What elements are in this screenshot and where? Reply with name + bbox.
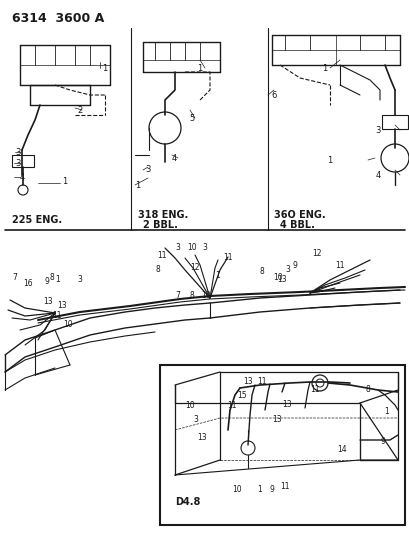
Text: 12: 12 <box>190 262 199 271</box>
Text: 13: 13 <box>43 297 53 306</box>
Text: 11: 11 <box>52 311 62 319</box>
Text: 8: 8 <box>189 290 194 300</box>
Text: 36O ENG.: 36O ENG. <box>273 210 325 220</box>
Text: 8: 8 <box>365 385 369 394</box>
Text: 6314  3600 A: 6314 3600 A <box>12 12 104 25</box>
Text: 10: 10 <box>63 320 73 329</box>
Text: 3: 3 <box>175 244 180 253</box>
Bar <box>381 115 407 129</box>
Text: 10: 10 <box>185 401 194 410</box>
Text: 14: 14 <box>336 446 346 455</box>
Text: 4: 4 <box>375 171 380 180</box>
Text: 11: 11 <box>157 252 166 261</box>
Text: 225 ENG.: 225 ENG. <box>12 215 62 225</box>
Text: 8: 8 <box>49 272 54 281</box>
Text: 8: 8 <box>259 268 264 277</box>
Text: 10: 10 <box>187 244 196 253</box>
Text: 10: 10 <box>231 486 241 495</box>
Text: 1: 1 <box>321 63 327 72</box>
Text: 13: 13 <box>276 276 286 285</box>
Text: 13: 13 <box>57 301 67 310</box>
Bar <box>12 155 34 167</box>
Text: 4 BBL.: 4 BBL. <box>279 220 314 230</box>
Text: 1: 1 <box>102 63 107 72</box>
Text: 7: 7 <box>175 290 180 300</box>
Text: 13: 13 <box>281 400 291 409</box>
Text: 1: 1 <box>62 177 67 187</box>
Text: 4: 4 <box>19 174 25 182</box>
Text: 12: 12 <box>312 248 321 257</box>
Text: 11: 11 <box>227 401 236 410</box>
Text: 1: 1 <box>215 271 220 280</box>
Text: 2 BBL.: 2 BBL. <box>143 220 178 230</box>
Text: 13: 13 <box>197 433 206 442</box>
Text: 13: 13 <box>272 416 281 424</box>
Text: 11: 11 <box>223 253 232 262</box>
Text: 16: 16 <box>23 279 33 287</box>
Text: 1: 1 <box>257 486 262 495</box>
Text: 1: 1 <box>326 156 332 165</box>
Text: 11: 11 <box>280 482 289 491</box>
Text: 9: 9 <box>292 261 297 270</box>
Text: 3: 3 <box>15 158 20 167</box>
Text: 11: 11 <box>310 385 319 394</box>
Bar <box>160 365 404 525</box>
Text: 3: 3 <box>374 125 380 134</box>
Text: 1: 1 <box>135 181 140 190</box>
Text: 9: 9 <box>45 278 49 287</box>
Text: 3: 3 <box>285 265 290 274</box>
Text: 1: 1 <box>56 276 60 285</box>
Text: 11: 11 <box>256 377 266 386</box>
Text: 3: 3 <box>202 244 207 253</box>
Text: 1: 1 <box>197 63 202 72</box>
Text: 15: 15 <box>237 392 246 400</box>
Text: 9: 9 <box>269 486 274 495</box>
Text: 3: 3 <box>15 148 20 157</box>
Text: 4: 4 <box>171 154 176 163</box>
Text: D4.8: D4.8 <box>175 497 200 507</box>
Text: 3: 3 <box>77 276 82 285</box>
Text: 2: 2 <box>77 106 83 115</box>
Text: 10: 10 <box>272 273 282 282</box>
Text: 6: 6 <box>271 91 276 100</box>
Text: 10: 10 <box>201 290 210 300</box>
Text: 11: 11 <box>335 261 344 270</box>
Text: 1: 1 <box>384 408 389 416</box>
Text: 13: 13 <box>243 377 252 386</box>
Text: 318 ENG.: 318 ENG. <box>138 210 188 220</box>
Text: 9: 9 <box>380 438 384 447</box>
Text: 3: 3 <box>193 416 198 424</box>
Text: 3: 3 <box>145 166 151 174</box>
Text: 7: 7 <box>13 273 18 282</box>
Text: 5: 5 <box>189 114 194 123</box>
Text: 8: 8 <box>155 265 160 274</box>
